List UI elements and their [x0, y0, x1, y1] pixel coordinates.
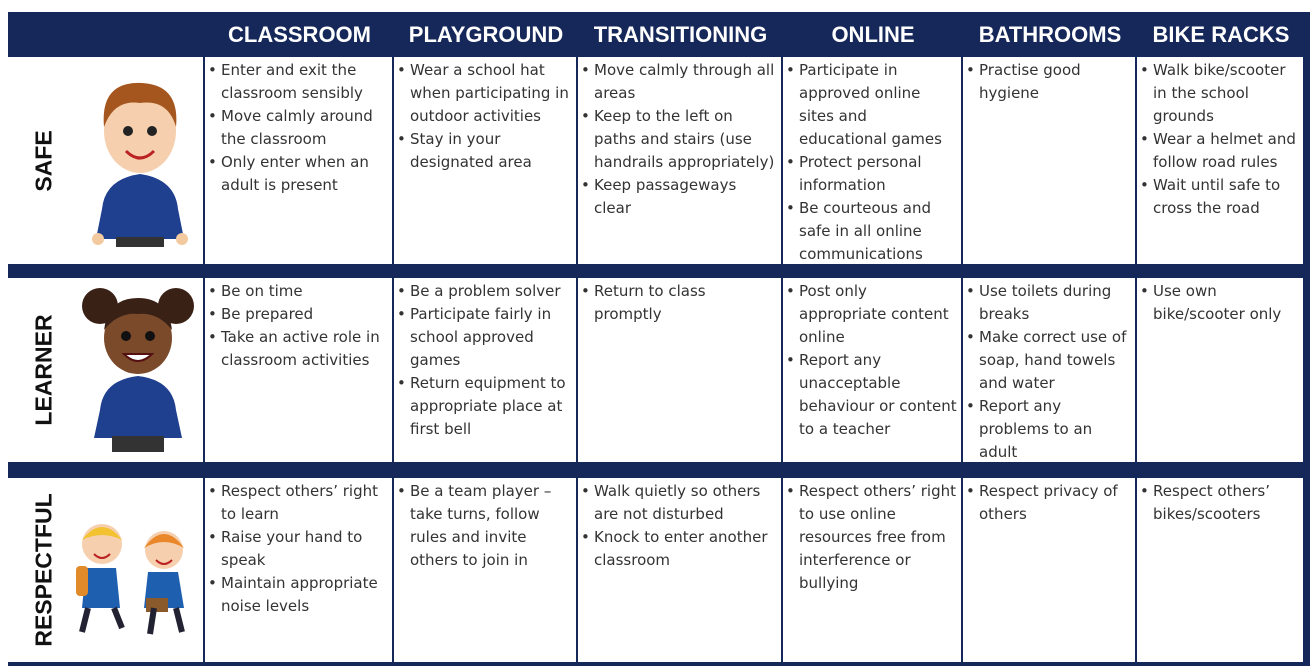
- bullet-list: Enter and exit the classroom sensiblyMov…: [208, 59, 388, 197]
- bullet-item: Respect privacy of others: [966, 480, 1131, 526]
- bullet-item: Report any unacceptable behaviour or con…: [786, 349, 957, 441]
- boy-figure: [92, 82, 188, 247]
- table-cell: Be a problem solverParticipate fairly in…: [394, 278, 576, 462]
- bullet-item: Stay in your designated area: [397, 128, 572, 174]
- bullet-list: Wear a school hat when participating in …: [397, 59, 572, 174]
- bullet-item: Respect others’ right to use online reso…: [786, 480, 957, 595]
- row-label: SAFE: [30, 129, 57, 192]
- table-cell: Return to class promptly: [578, 278, 781, 462]
- table-cell: Be a team player – take turns, follow ru…: [394, 478, 576, 662]
- table-cell: Respect others’ right to use online reso…: [783, 478, 961, 662]
- bullet-list: Use own bike/scooter only: [1140, 280, 1299, 326]
- row-label: RESPECTFUL: [30, 493, 57, 647]
- bullet-item: Use toilets during breaks: [966, 280, 1131, 326]
- table-cell: Respect others’ bikes/scooters: [1137, 478, 1303, 662]
- bullet-list: Participate in approved online sites and…: [786, 59, 957, 264]
- bullet-item: Participate in approved online sites and…: [786, 59, 957, 151]
- row-label-cell: SAFE: [8, 57, 203, 264]
- bullet-list: Practise good hygiene: [966, 59, 1131, 105]
- bullet-item: Wear a school hat when participating in …: [397, 59, 572, 128]
- column-header: PLAYGROUND: [408, 22, 564, 47]
- bullet-item: Wait until safe to cross the road: [1140, 174, 1299, 220]
- bullet-list: Be a team player – take turns, follow ru…: [397, 480, 572, 572]
- bullet-item: Be courteous and safe in all online comm…: [786, 197, 957, 264]
- bullet-item: Be on time: [208, 280, 388, 303]
- bullet-item: Be a team player – take turns, follow ru…: [397, 480, 572, 572]
- table-cell: Walk quietly so others are not disturbed…: [578, 478, 781, 662]
- bullet-item: Keep passageways clear: [581, 174, 777, 220]
- row-label-cell: RESPECTFUL: [8, 478, 203, 662]
- bullet-list: Post only appropriate content onlineRepo…: [786, 280, 957, 441]
- table-cell: Respect others’ right to learnRaise your…: [205, 478, 392, 662]
- bullet-item: Raise your hand to speak: [208, 526, 388, 572]
- bullet-item: Respect others’ right to learn: [208, 480, 388, 526]
- bullet-item: Move calmly through all areas: [581, 59, 777, 105]
- bullet-list: Return to class promptly: [581, 280, 777, 326]
- bullet-list: Respect others’ right to learnRaise your…: [208, 480, 388, 618]
- row-label: LEARNER: [30, 314, 57, 426]
- bullet-item: Practise good hygiene: [966, 59, 1131, 105]
- bullet-item: Return equipment to appropriate place at…: [397, 372, 572, 441]
- bullet-item: Be a problem solver: [397, 280, 572, 303]
- bullet-item: Knock to enter another classroom: [581, 526, 777, 572]
- bullet-item: Participate fairly in school approved ga…: [397, 303, 572, 372]
- column-header: ONLINE: [831, 22, 915, 47]
- bullet-item: Enter and exit the classroom sensibly: [208, 59, 388, 105]
- bullet-item: Protect personal information: [786, 151, 957, 197]
- bullet-item: Maintain appropriate noise levels: [208, 572, 388, 618]
- bullet-list: Walk bike/scooter in the school groundsW…: [1140, 59, 1299, 220]
- bullet-list: Move calmly through all areasKeep to the…: [581, 59, 777, 220]
- column-header: BATHROOMS: [978, 22, 1122, 47]
- bullet-item: Keep to the left on paths and stairs (us…: [581, 105, 777, 174]
- bullet-item: Only enter when an adult is present: [208, 151, 388, 197]
- bullet-list: Be on timeBe preparedTake an active role…: [208, 280, 388, 372]
- bullet-list: Be a problem solverParticipate fairly in…: [397, 280, 572, 441]
- bullet-item: Move calmly around the classroom: [208, 105, 388, 151]
- bullet-item: Walk quietly so others are not disturbed: [581, 480, 777, 526]
- bullet-list: Respect others’ right to use online reso…: [786, 480, 957, 595]
- bullet-item: Use own bike/scooter only: [1140, 280, 1299, 326]
- bullet-list: Use toilets during breaksMake correct us…: [966, 280, 1131, 462]
- row-label-cell: LEARNER: [8, 278, 203, 462]
- bullet-item: Post only appropriate content online: [786, 280, 957, 349]
- table-cell: Respect privacy of others: [963, 478, 1135, 662]
- bullet-item: Make correct use of soap, hand towels an…: [966, 326, 1131, 395]
- column-header: CLASSROOM: [228, 22, 371, 47]
- bullet-item: Return to class promptly: [581, 280, 777, 326]
- table-cell: Enter and exit the classroom sensiblyMov…: [205, 57, 392, 264]
- table-cell: Be on timeBe preparedTake an active role…: [205, 278, 392, 462]
- table-cell: Wear a school hat when participating in …: [394, 57, 576, 264]
- column-header: BIKE RACKS: [1152, 22, 1290, 47]
- bullet-list: Respect others’ bikes/scooters: [1140, 480, 1299, 526]
- girl-figure: [82, 288, 194, 452]
- bullet-list: Walk quietly so others are not disturbed…: [581, 480, 777, 572]
- table-cell: Use toilets during breaksMake correct us…: [963, 278, 1135, 462]
- bullet-item: Report any problems to an adult: [966, 395, 1131, 462]
- bullet-item: Be prepared: [208, 303, 388, 326]
- table-cell: Practise good hygiene: [963, 57, 1135, 264]
- bullet-item: Respect others’ bikes/scooters: [1140, 480, 1299, 526]
- table-cell: Participate in approved online sites and…: [783, 57, 961, 264]
- table-cell: Post only appropriate content onlineRepo…: [783, 278, 961, 462]
- table-cell: Use own bike/scooter only: [1137, 278, 1303, 462]
- bullet-item: Take an active role in classroom activit…: [208, 326, 388, 372]
- table-cell: Move calmly through all areasKeep to the…: [578, 57, 781, 264]
- table-cell: Walk bike/scooter in the school groundsW…: [1137, 57, 1303, 264]
- bullet-item: Walk bike/scooter in the school grounds: [1140, 59, 1299, 128]
- column-header: TRANSITIONING: [593, 22, 768, 47]
- bullet-list: Respect privacy of others: [966, 480, 1131, 526]
- bullet-item: Wear a helmet and follow road rules: [1140, 128, 1299, 174]
- kids-figure: [76, 524, 185, 635]
